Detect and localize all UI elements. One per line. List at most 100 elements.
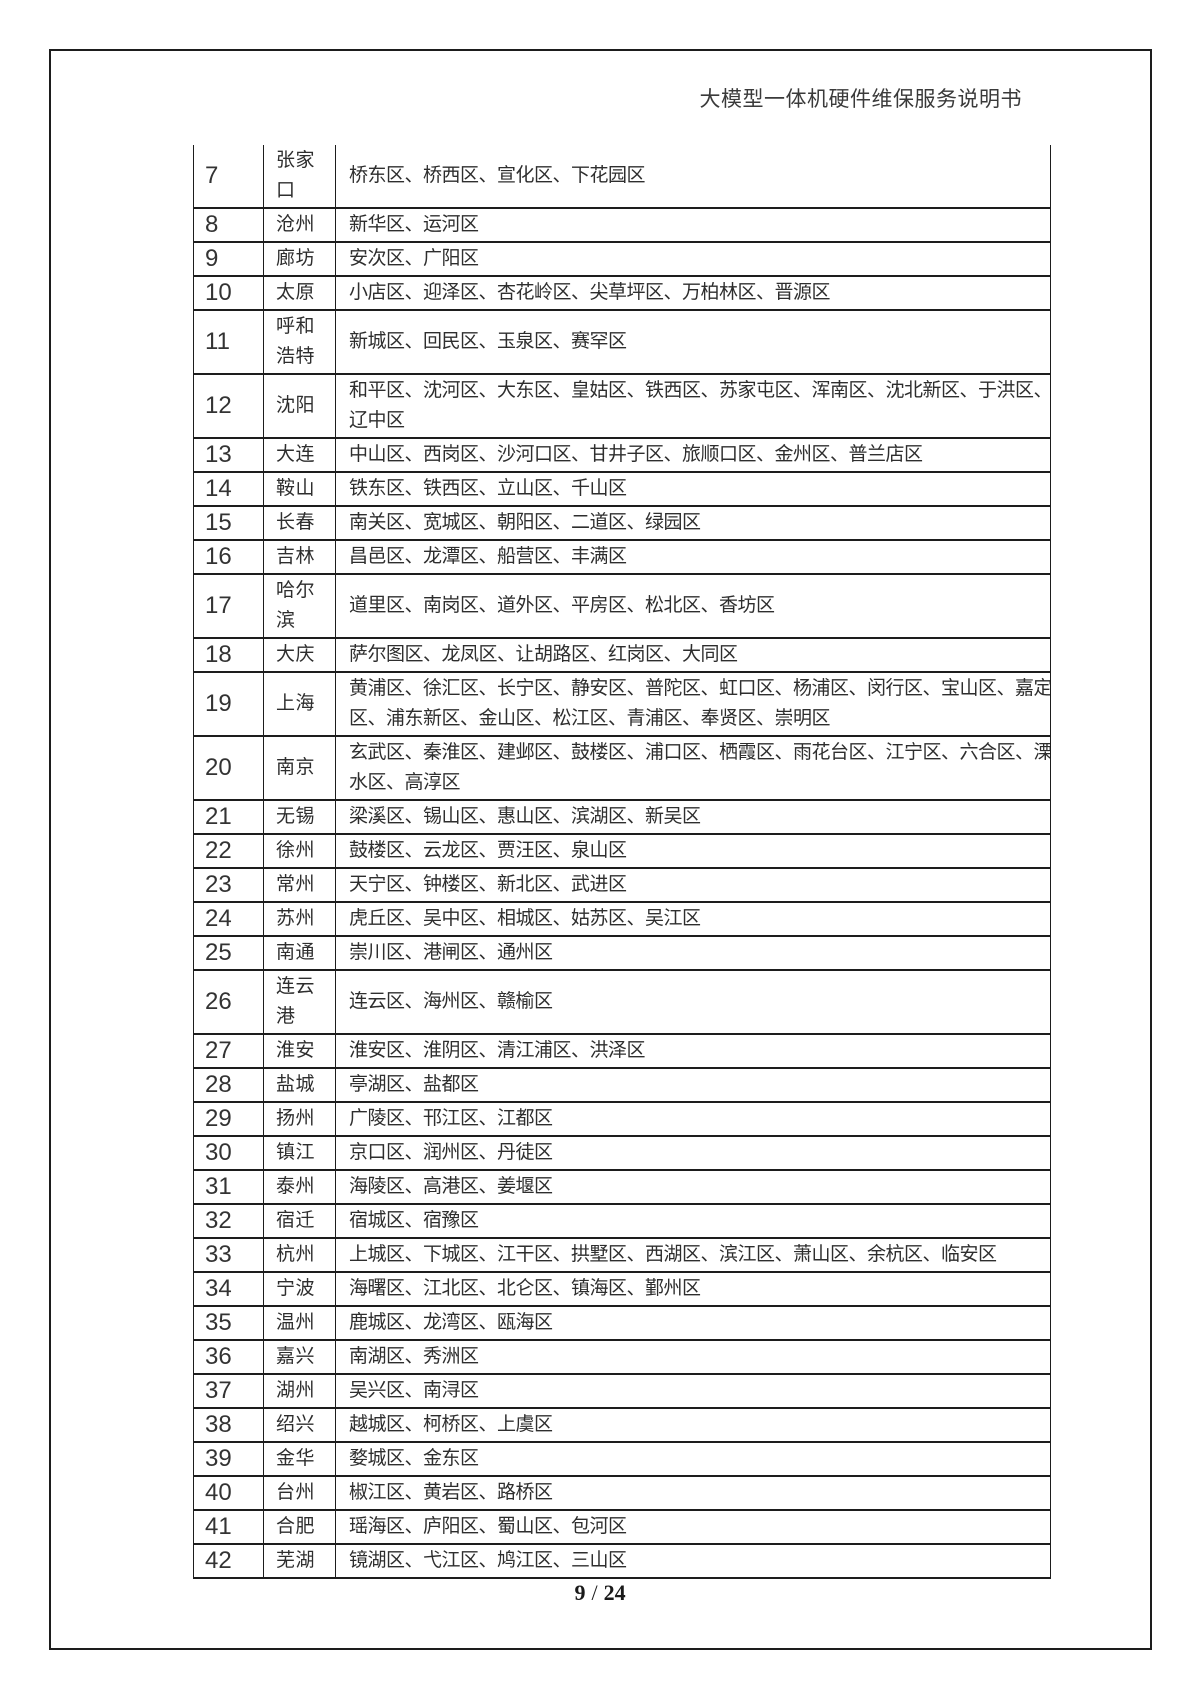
districts-cell: 连云区、海州区、赣榆区	[335, 969, 1051, 1035]
table-row: 33 杭州 上城区、下城区、江干区、拱墅区、西湖区、滨江区、萧山区、余杭区、临安区	[193, 1237, 1051, 1273]
districts-cell: 新华区、运河区	[335, 207, 1051, 243]
districts-cell: 新城区、回民区、玉泉区、赛罕区	[335, 309, 1051, 375]
table-row: 36 嘉兴 南湖区、秀洲区	[193, 1339, 1051, 1375]
districts-cell: 瑶海区、庐阳区、蜀山区、包河区	[335, 1509, 1051, 1545]
row-number-cell: 31	[193, 1169, 264, 1205]
row-number-cell: 13	[193, 437, 264, 473]
table-row: 15 长春 南关区、宽城区、朝阳区、二道区、绿园区	[193, 505, 1051, 541]
city-cell: 廊坊	[263, 241, 336, 277]
districts-cell: 铁东区、铁西区、立山区、千山区	[335, 471, 1051, 507]
city-cell: 嘉兴	[263, 1339, 336, 1375]
city-cell: 苏州	[263, 901, 336, 937]
table-row: 17 哈尔 滨道里区、南岗区、道外区、平房区、松北区、香坊区	[193, 573, 1051, 639]
table-row: 34 宁波 海曙区、江北区、北仑区、镇海区、鄞州区	[193, 1271, 1051, 1307]
row-number-cell: 25	[193, 935, 264, 971]
row-number-cell: 39	[193, 1441, 264, 1477]
city-cell: 上海	[263, 671, 336, 737]
table-row: 8 沧州 新华区、运河区	[193, 207, 1051, 243]
table-row: 41 合肥 瑶海区、庐阳区、蜀山区、包河区	[193, 1509, 1051, 1545]
districts-cell: 萨尔图区、龙凤区、让胡路区、红岗区、大同区	[335, 637, 1051, 673]
city-cell: 南京	[263, 735, 336, 801]
districts-cell: 婺城区、金东区	[335, 1441, 1051, 1477]
city-cell: 徐州	[263, 833, 336, 869]
city-cell: 张家 口	[263, 145, 336, 209]
districts-cell: 宿城区、宿豫区	[335, 1203, 1051, 1239]
row-number-cell: 24	[193, 901, 264, 937]
row-number-cell: 40	[193, 1475, 264, 1511]
districts-cell: 鼓楼区、云龙区、贾汪区、泉山区	[335, 833, 1051, 869]
districts-cell: 道里区、南岗区、道外区、平房区、松北区、香坊区	[335, 573, 1051, 639]
city-cell: 镇江	[263, 1135, 336, 1171]
districts-cell: 玄武区、秦淮区、建邺区、鼓楼区、浦口区、栖霞区、雨花台区、江宁区、六合区、溧 水…	[335, 735, 1051, 801]
city-cell: 长春	[263, 505, 336, 541]
row-number-cell: 32	[193, 1203, 264, 1239]
row-number-cell: 19	[193, 671, 264, 737]
row-number-cell: 9	[193, 241, 264, 277]
table-row: 9 廊坊 安次区、广阳区	[193, 241, 1051, 277]
city-cell: 盐城	[263, 1067, 336, 1103]
city-cell: 吉林	[263, 539, 336, 575]
city-cell: 绍兴	[263, 1407, 336, 1443]
city-cell: 杭州	[263, 1237, 336, 1273]
page-number-total: 24	[603, 1580, 626, 1605]
districts-cell: 亭湖区、盐都区	[335, 1067, 1051, 1103]
table-row: 18 大庆 萨尔图区、龙凤区、让胡路区、红岗区、大同区	[193, 637, 1051, 673]
city-cell: 鞍山	[263, 471, 336, 507]
city-cell: 南通	[263, 935, 336, 971]
row-number-cell: 42	[193, 1543, 264, 1579]
table-row: 22 徐州 鼓楼区、云龙区、贾汪区、泉山区	[193, 833, 1051, 869]
table-row: 42 芜湖 镜湖区、弋江区、鸠江区、三山区	[193, 1543, 1051, 1579]
row-number-cell: 36	[193, 1339, 264, 1375]
row-number-cell: 22	[193, 833, 264, 869]
row-number-cell: 30	[193, 1135, 264, 1171]
city-cell: 无锡	[263, 799, 336, 835]
row-number-cell: 27	[193, 1033, 264, 1069]
row-number-cell: 23	[193, 867, 264, 903]
city-cell: 合肥	[263, 1509, 336, 1545]
row-number-cell: 33	[193, 1237, 264, 1273]
city-cell: 淮安	[263, 1033, 336, 1069]
row-number-cell: 20	[193, 735, 264, 801]
city-cell: 温州	[263, 1305, 336, 1341]
table-row: 28 盐城 亭湖区、盐都区	[193, 1067, 1051, 1103]
districts-cell: 黄浦区、徐汇区、长宁区、静安区、普陀区、虹口区、杨浦区、闵行区、宝山区、嘉定 区…	[335, 671, 1051, 737]
city-cell: 沧州	[263, 207, 336, 243]
table-row: 39 金华 婺城区、金东区	[193, 1441, 1051, 1477]
row-number-cell: 38	[193, 1407, 264, 1443]
row-number-cell: 41	[193, 1509, 264, 1545]
row-number-cell: 17	[193, 573, 264, 639]
table-row: 30 镇江 京口区、润州区、丹徒区	[193, 1135, 1051, 1171]
districts-cell: 海陵区、高港区、姜堰区	[335, 1169, 1051, 1205]
table-row: 32 宿迁 宿城区、宿豫区	[193, 1203, 1051, 1239]
city-cell: 哈尔 滨	[263, 573, 336, 639]
page-number-current: 9	[574, 1580, 586, 1605]
row-number-cell: 8	[193, 207, 264, 243]
districts-cell: 京口区、润州区、丹徒区	[335, 1135, 1051, 1171]
districts-cell: 虎丘区、吴中区、相城区、姑苏区、吴江区	[335, 901, 1051, 937]
districts-cell: 小店区、迎泽区、杏花岭区、尖草坪区、万柏林区、晋源区	[335, 275, 1051, 311]
table-row: 12 沈阳 和平区、沈河区、大东区、皇姑区、铁西区、苏家屯区、浑南区、沈北新区、于洪…	[193, 373, 1051, 439]
districts-cell: 崇川区、港闸区、通州区	[335, 935, 1051, 971]
districts-cell: 越城区、柯桥区、上虞区	[335, 1407, 1051, 1443]
districts-cell: 广陵区、邗江区、江都区	[335, 1101, 1051, 1137]
districts-cell: 中山区、西岗区、沙河口区、甘井子区、旅顺口区、金州区、普兰店区	[335, 437, 1051, 473]
row-number-cell: 35	[193, 1305, 264, 1341]
city-cell: 扬州	[263, 1101, 336, 1137]
table-row: 23 常州 天宁区、钟楼区、新北区、武进区	[193, 867, 1051, 903]
table-row: 16 吉林 昌邑区、龙潭区、船营区、丰满区	[193, 539, 1051, 575]
table-row: 11 呼和 浩特 新城区、回民区、玉泉区、赛罕区	[193, 309, 1051, 375]
districts-cell: 镜湖区、弋江区、鸠江区、三山区	[335, 1543, 1051, 1579]
row-number-cell: 10	[193, 275, 264, 311]
districts-cell: 淮安区、淮阴区、清江浦区、洪泽区	[335, 1033, 1051, 1069]
table-row: 29 扬州 广陵区、邗江区、江都区	[193, 1101, 1051, 1137]
city-cell: 芜湖	[263, 1543, 336, 1579]
districts-cell: 和平区、沈河区、大东区、皇姑区、铁西区、苏家屯区、浑南区、沈北新区、于洪区、 辽…	[335, 373, 1051, 439]
districts-cell: 南湖区、秀洲区	[335, 1339, 1051, 1375]
table-row: 24 苏州 虎丘区、吴中区、相城区、姑苏区、吴江区	[193, 901, 1051, 937]
districts-cell: 天宁区、钟楼区、新北区、武进区	[335, 867, 1051, 903]
page-footer: 9/24	[0, 1580, 1200, 1606]
table-row: 40 台州 椒江区、黄岩区、路桥区	[193, 1475, 1051, 1511]
table-row: 20 南京 玄武区、秦淮区、建邺区、鼓楼区、浦口区、栖霞区、雨花台区、江宁区、六合区…	[193, 735, 1051, 801]
table-row: 7 张家 口桥东区、桥西区、宣化区、下花园区	[193, 145, 1051, 209]
city-cell: 沈阳	[263, 373, 336, 439]
